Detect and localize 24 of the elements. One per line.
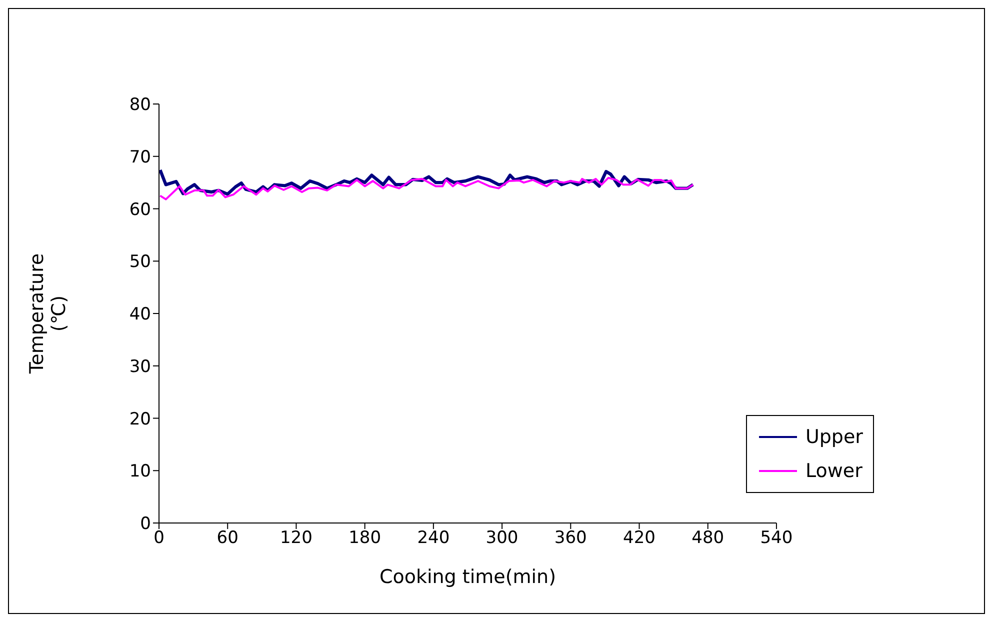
x-tick-label: 120 xyxy=(280,528,312,548)
y-tick-label: 40 xyxy=(129,304,151,325)
x-tick-label: 540 xyxy=(760,528,793,548)
y-tick-label: 30 xyxy=(129,356,151,377)
x-tick-label: 0 xyxy=(154,528,164,548)
y-axis-title: Temperature (℃) xyxy=(26,253,70,375)
legend-label: Lower xyxy=(805,459,862,484)
x-tick-label: 360 xyxy=(554,528,587,548)
legend-label: Upper xyxy=(805,425,863,450)
x-tick-label: 60 xyxy=(216,528,238,548)
x-tick-label: 420 xyxy=(623,528,656,548)
x-axis-title: Cooking time(min) xyxy=(379,566,556,588)
x-tick-label: 240 xyxy=(417,528,450,548)
x-tick-label: 300 xyxy=(486,528,518,548)
y-tick-label: 60 xyxy=(129,200,151,220)
y-tick-label: 20 xyxy=(129,409,151,430)
y-tick-label: 0 xyxy=(140,514,151,534)
x-tick-label: 180 xyxy=(348,528,382,548)
y-tick-label: 70 xyxy=(129,147,151,168)
line-series xyxy=(159,176,694,200)
y-tick-label: 10 xyxy=(129,462,151,482)
y-tick-label: 50 xyxy=(129,252,151,272)
y-tick-label: 80 xyxy=(129,95,151,116)
x-tick-label: 480 xyxy=(692,528,724,548)
